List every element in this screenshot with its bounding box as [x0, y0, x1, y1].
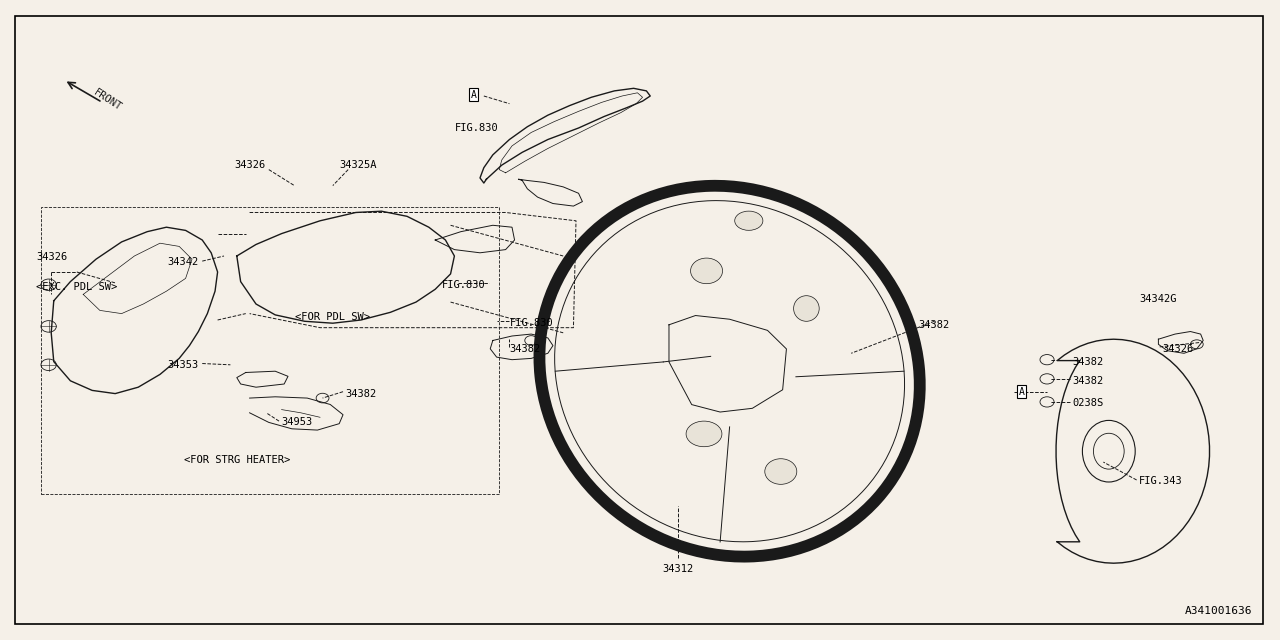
Text: 34953: 34953	[282, 417, 312, 428]
Ellipse shape	[765, 459, 796, 484]
Text: 34326: 34326	[234, 159, 265, 170]
Ellipse shape	[686, 421, 722, 447]
Ellipse shape	[794, 296, 819, 321]
Text: 34382: 34382	[1073, 356, 1103, 367]
Text: A: A	[471, 90, 476, 100]
Text: 34382: 34382	[509, 344, 540, 354]
Text: 34312: 34312	[663, 564, 694, 575]
Text: 34326: 34326	[36, 252, 67, 262]
Text: 0238S: 0238S	[1073, 398, 1103, 408]
Text: 34342: 34342	[168, 257, 198, 268]
Bar	[41, 207, 499, 494]
Text: 34353: 34353	[168, 360, 198, 370]
Text: A: A	[1019, 387, 1024, 397]
Text: FIG.343: FIG.343	[1139, 476, 1183, 486]
Text: <FOR PDL SW>: <FOR PDL SW>	[296, 312, 370, 322]
Ellipse shape	[735, 211, 763, 230]
Text: 34342G: 34342G	[1139, 294, 1178, 305]
Text: <FOR STRG HEATER>: <FOR STRG HEATER>	[183, 454, 291, 465]
Text: FIG.830: FIG.830	[442, 280, 485, 290]
Text: FIG.830: FIG.830	[509, 318, 553, 328]
Text: 34382: 34382	[919, 320, 950, 330]
Text: <EXC. PDL SW>: <EXC. PDL SW>	[36, 282, 116, 292]
Ellipse shape	[691, 258, 722, 284]
Text: 34382: 34382	[346, 388, 376, 399]
Text: 34325A: 34325A	[339, 159, 378, 170]
Text: FRONT: FRONT	[92, 88, 124, 113]
Text: 34326: 34326	[1162, 344, 1193, 354]
Text: 34382: 34382	[1073, 376, 1103, 386]
Text: A341001636: A341001636	[1184, 605, 1252, 616]
Text: FIG.830: FIG.830	[454, 123, 498, 133]
